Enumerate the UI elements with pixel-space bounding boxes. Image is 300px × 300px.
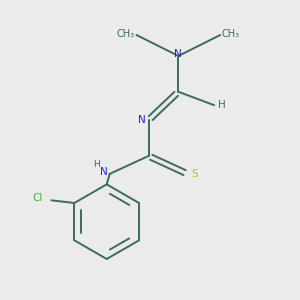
Text: CH₃: CH₃ [222, 28, 240, 38]
Text: N: N [175, 50, 182, 59]
Text: H: H [93, 160, 100, 169]
Text: H: H [218, 100, 226, 110]
Text: N: N [138, 115, 146, 125]
Text: N: N [100, 167, 108, 177]
Text: S: S [191, 169, 197, 179]
Text: CH₃: CH₃ [117, 28, 135, 38]
Text: Cl: Cl [32, 193, 42, 203]
